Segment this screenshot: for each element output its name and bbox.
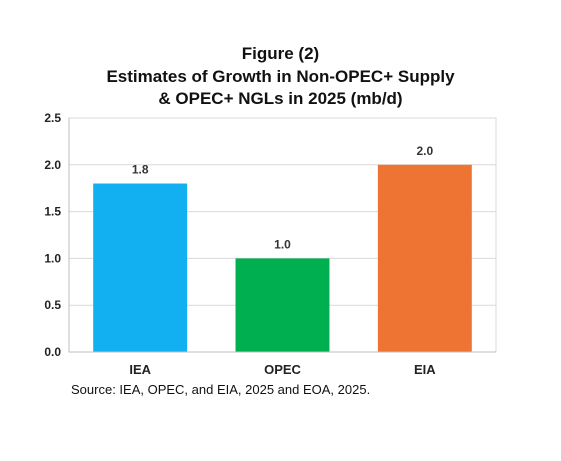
y-tick-label: 0.5 xyxy=(44,298,61,312)
x-tick-label: OPEC xyxy=(264,362,301,377)
y-tick-label: 2.0 xyxy=(44,158,61,172)
bar-opec xyxy=(235,258,330,352)
y-tick-label: 1.5 xyxy=(44,205,61,219)
y-tick-label: 0.0 xyxy=(44,345,61,359)
bars xyxy=(93,164,472,352)
axes xyxy=(68,118,496,353)
y-tick-label: 1.0 xyxy=(44,251,61,265)
y-tick-label: 2.5 xyxy=(44,111,61,125)
labels: 0.0 0.5 1.0 1.5 2.0 2.5 1.8 IEA 1.0 OPEC 2.0 EIA xyxy=(44,111,436,377)
data-label: 2.0 xyxy=(416,144,433,158)
bar-iea xyxy=(93,183,188,352)
bar-eia xyxy=(377,164,472,352)
chart-title-line-2: Estimates of Growth in Non-OPEC+ Supply xyxy=(106,67,455,86)
source-note: Source: IEA, OPEC, and EIA, 2025 and EOA… xyxy=(71,382,371,397)
x-tick-label: IEA xyxy=(129,362,151,377)
data-label: 1.0 xyxy=(274,237,291,251)
x-tick-label: EIA xyxy=(414,362,436,377)
chart-title-line-1: Figure (2) xyxy=(241,44,320,63)
chart-title-line-3: & OPEC+ NGLs in 2025 (mb/d) xyxy=(158,89,403,108)
data-label: 1.8 xyxy=(132,163,149,177)
